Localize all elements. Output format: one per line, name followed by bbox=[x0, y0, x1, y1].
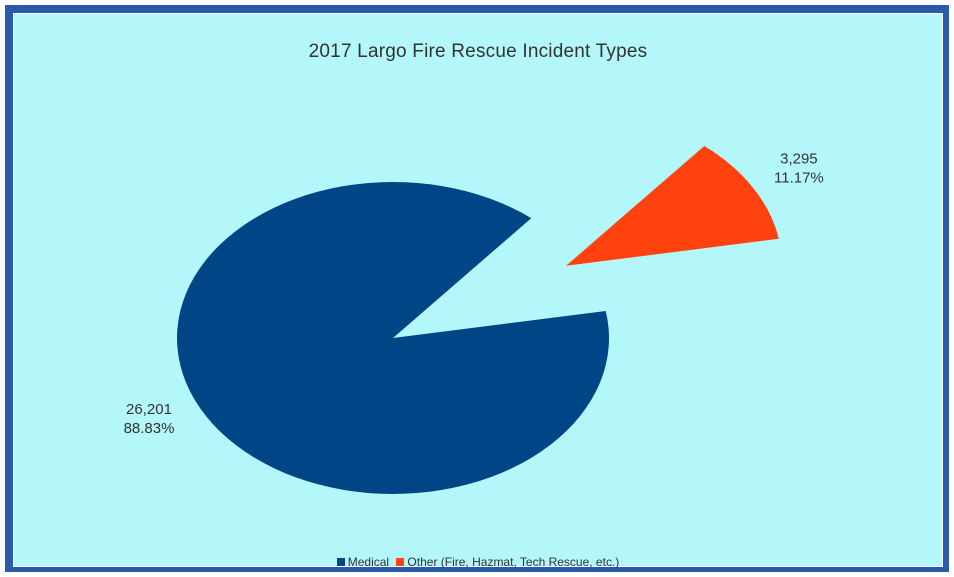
legend: Medical Other (Fire, Hazmat, Tech Rescue… bbox=[14, 555, 942, 569]
legend-item-other: Other (Fire, Hazmat, Tech Rescue, etc.) bbox=[396, 555, 619, 569]
legend-swatch-medical bbox=[336, 558, 345, 566]
legend-label-other: Other (Fire, Hazmat, Tech Rescue, etc.) bbox=[407, 555, 620, 569]
data-label-medical-percent: 88.83% bbox=[124, 420, 175, 437]
data-label-other-value: 3,295 bbox=[780, 151, 818, 168]
legend-item-medical: Medical bbox=[336, 555, 390, 569]
data-label-medical-value: 26,201 bbox=[126, 401, 172, 418]
data-label-other-percent: 11.17% bbox=[774, 170, 824, 187]
pie-slice-other bbox=[566, 145, 779, 266]
chart-title: 2017 Largo Fire Rescue Incident Types bbox=[308, 41, 648, 62]
legend-swatch-other bbox=[396, 558, 405, 566]
legend-label-medical: Medical bbox=[347, 555, 390, 569]
pie-slice-medical bbox=[177, 182, 609, 494]
pie-chart: 3,295 11.17% 26,201 88.83% bbox=[124, 145, 824, 494]
chart-area: 2017 Largo Fire Rescue Incident Types 3,… bbox=[13, 13, 943, 569]
